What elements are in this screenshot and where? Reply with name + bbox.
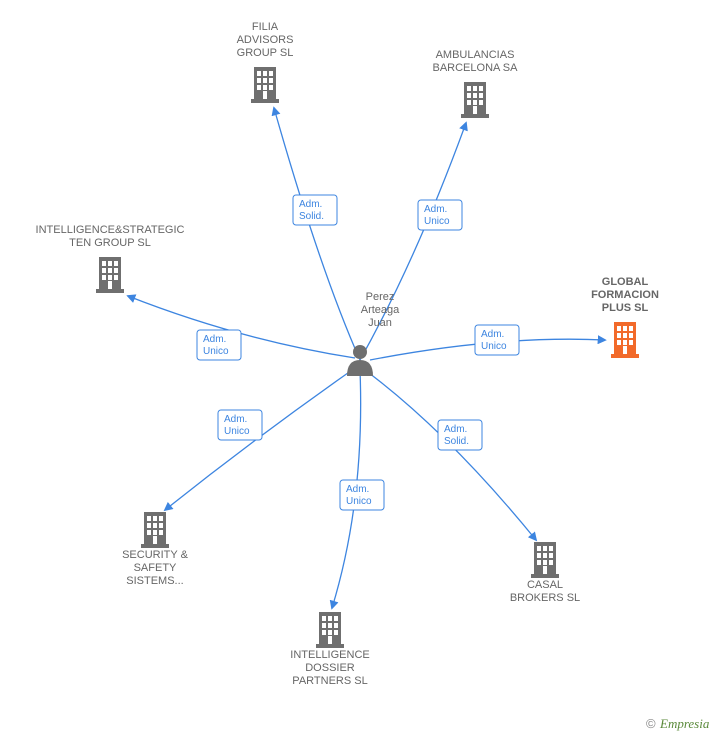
edge-label-text: Unico — [481, 341, 507, 352]
center-node[interactable]: PerezArteagaJuan — [347, 291, 400, 376]
credit: ©Empresia — [646, 716, 710, 731]
center-label: Arteaga — [361, 304, 400, 316]
center-label: Perez — [366, 291, 395, 303]
building-icon — [461, 82, 489, 118]
building-icon — [611, 322, 639, 358]
building-icon — [251, 67, 279, 103]
center-label: Juan — [368, 317, 392, 329]
edge-label-text: Adm. — [424, 204, 447, 215]
edge-casal — [365, 370, 536, 540]
node-label: BARCELONA SA — [433, 62, 519, 74]
edge-label-text: Unico — [224, 426, 250, 437]
node-label: GLOBAL — [602, 276, 649, 288]
person-icon — [347, 345, 373, 376]
edge-label-text: Adm. — [481, 329, 504, 340]
edge-label-text: Adm. — [346, 484, 369, 495]
node-label: DOSSIER — [305, 662, 355, 674]
node-label: SAFETY — [134, 562, 177, 574]
edge-label-text: Adm. — [224, 414, 247, 425]
node-label: AMBULANCIAS — [436, 49, 515, 61]
edge-label-text: Adm. — [203, 334, 226, 345]
edge-label-text: Unico — [346, 496, 372, 507]
building-icon — [141, 512, 169, 548]
node-label: SISTEMS... — [126, 575, 183, 587]
copyright-symbol: © — [646, 716, 656, 731]
node-label: ADVISORS — [237, 34, 294, 46]
node-label: BROKERS SL — [510, 592, 580, 604]
node-label: PARTNERS SL — [292, 675, 367, 687]
edge-label-text: Adm. — [444, 424, 467, 435]
node-label: INTELLIGENCE&STRATEGIC — [36, 224, 185, 236]
edge-filia — [274, 108, 360, 360]
node-label: SECURITY & — [122, 549, 188, 561]
building-icon — [531, 542, 559, 578]
building-icon — [96, 257, 124, 293]
nodes-layer: FILIAADVISORSGROUP SL AMBULANCIASBARCELON… — [36, 21, 659, 687]
node-label: FILIA — [252, 21, 279, 33]
node-label: INTELLIGENCE — [290, 649, 369, 661]
node-label: GROUP SL — [237, 47, 294, 59]
node-label: TEN GROUP SL — [69, 237, 151, 249]
node-label: CASAL — [527, 579, 563, 591]
building-icon — [316, 612, 344, 648]
credit-text: Empresia — [659, 716, 710, 731]
edge-label-text: Solid. — [299, 211, 324, 222]
node-label: FORMACION — [591, 289, 659, 301]
edge-label-text: Unico — [203, 346, 229, 357]
edge-label-text: Solid. — [444, 436, 469, 447]
node-label: PLUS SL — [602, 302, 649, 314]
edge-label-text: Unico — [424, 216, 450, 227]
edge-label-text: Adm. — [299, 199, 322, 210]
